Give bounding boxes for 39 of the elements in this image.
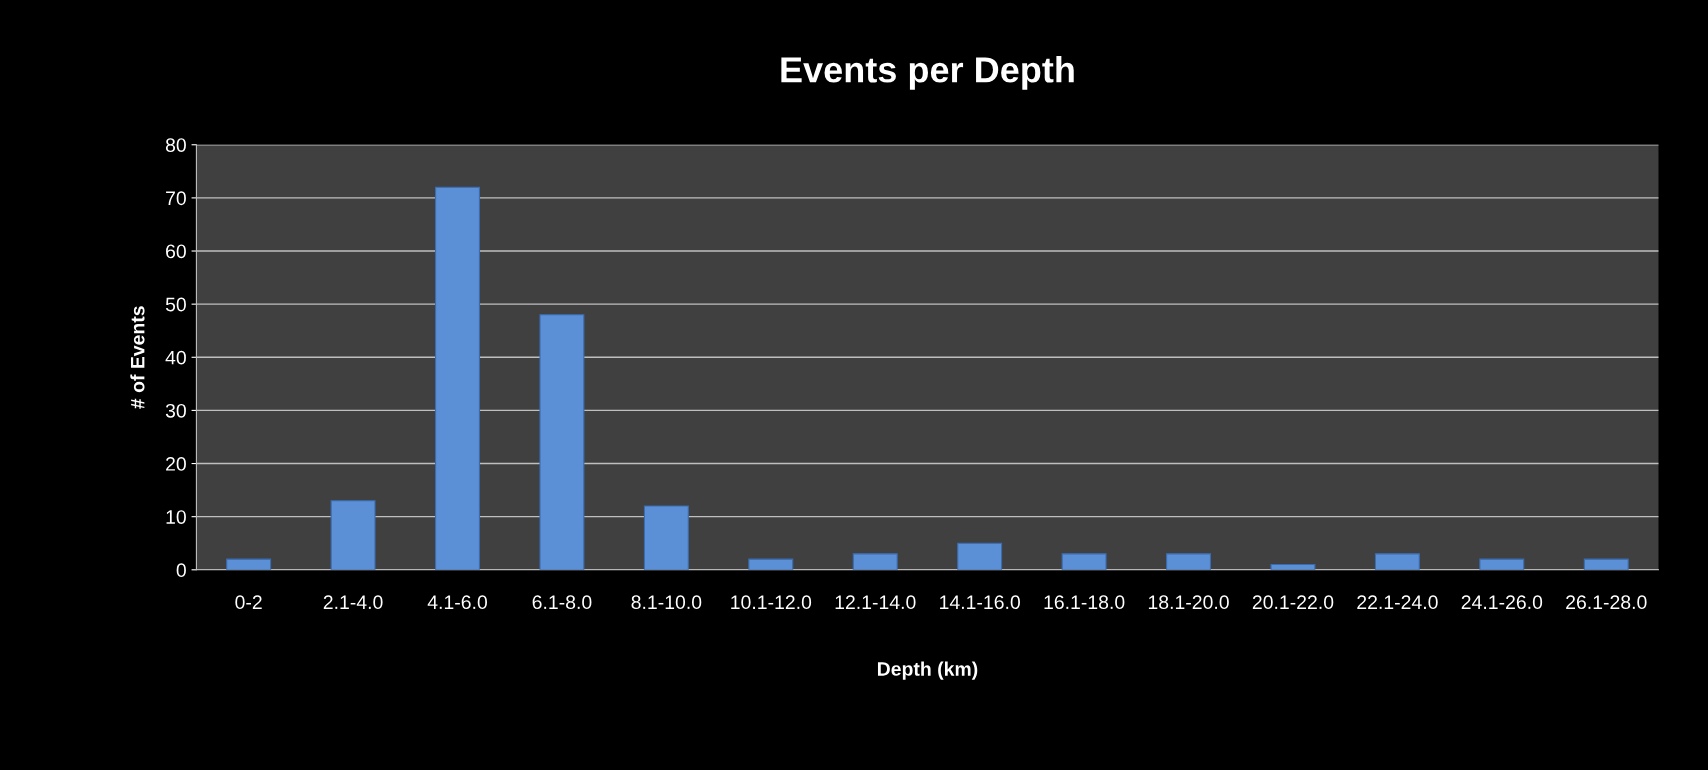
y-tick-label: 10	[166, 510, 186, 524]
x-tick-label: 6.1-8.0	[532, 595, 592, 610]
y-tick-label: 20	[166, 457, 186, 471]
bar	[1479, 558, 1525, 570]
bar	[1374, 553, 1420, 570]
x-tick-label: 2.1-4.0	[323, 595, 383, 610]
y-tick-label: 40	[165, 350, 186, 365]
x-tick-label: 8.1-10.0	[631, 595, 702, 610]
x-tick-label: 26.1-28.0	[1566, 595, 1647, 610]
y-tick-label: 50	[165, 297, 186, 312]
y-tick-label: 0	[176, 563, 186, 578]
x-tick-label: 24.1-26.0	[1461, 595, 1543, 610]
x-tick-label: 22.1-24.0	[1357, 595, 1438, 610]
chart-title: Events per Depth	[781, 56, 1074, 90]
x-tick-label: 12.1-14.0	[835, 595, 916, 610]
bar	[748, 558, 794, 570]
x-tick-label: 10.1-12.0	[731, 595, 812, 610]
y-tick-label: 30	[165, 403, 186, 418]
x-tick-label: 18.1-20.0	[1148, 595, 1229, 610]
bar	[957, 542, 1003, 570]
y-tick-label: 70	[166, 191, 186, 206]
x-tick-label: 0-2	[235, 595, 262, 610]
y-axis-title: # of Events	[130, 306, 145, 409]
bar	[226, 558, 272, 570]
y-tick-label: 80	[165, 138, 186, 152]
bar	[643, 505, 689, 570]
x-tick-label: 4.1-6.0	[427, 595, 488, 610]
bar	[1583, 558, 1629, 570]
bar	[852, 553, 898, 570]
y-tick-label: 60	[166, 244, 186, 259]
bar	[1166, 553, 1212, 570]
x-axis-title: Depth (km)	[877, 661, 978, 680]
x-tick-label: 14.1-16.0	[940, 595, 1020, 610]
bar	[330, 500, 376, 570]
bar	[539, 314, 585, 570]
bar	[435, 186, 480, 570]
x-tick-label: 16.1-18.0	[1044, 595, 1125, 610]
bar	[1061, 553, 1107, 570]
x-tick-label: 20.1-22.0	[1252, 595, 1334, 610]
